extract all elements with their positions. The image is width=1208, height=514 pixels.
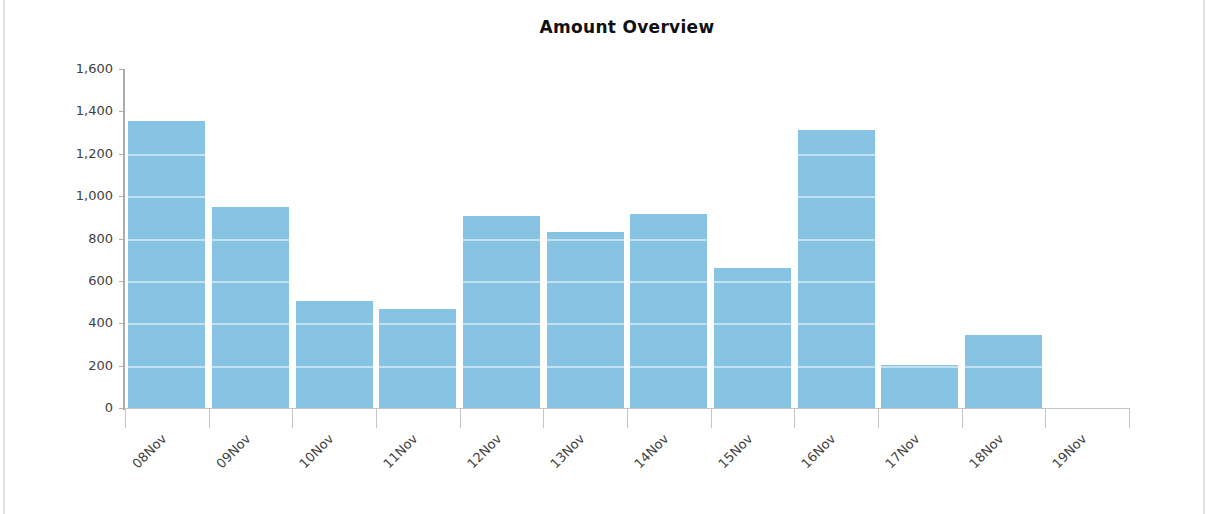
- bar-14Nov[interactable]: [630, 214, 707, 408]
- x-axis-label-18Nov: 18Nov: [966, 431, 1006, 471]
- gridline-1200: [125, 154, 1129, 156]
- x-axis-tick-6: [627, 408, 628, 428]
- x-axis-tick-5: [543, 408, 544, 428]
- page-right-border: [1203, 0, 1205, 514]
- x-axis-label-17Nov: 17Nov: [882, 431, 922, 471]
- x-axis-tick-10: [962, 408, 963, 428]
- y-axis-label-1400: 1,400: [0, 103, 113, 118]
- x-axis-label-14Nov: 14Nov: [631, 431, 671, 471]
- gridline-200: [125, 366, 1129, 368]
- x-axis-label-08Nov: 08Nov: [129, 431, 169, 471]
- bar-15Nov[interactable]: [714, 268, 791, 408]
- x-axis-label-12Nov: 12Nov: [464, 431, 504, 471]
- y-axis-label-800: 800: [0, 231, 113, 246]
- y-axis-label-1200: 1,200: [0, 146, 113, 161]
- bar-09Nov[interactable]: [212, 207, 289, 408]
- y-axis-label-1600: 1,600: [0, 61, 113, 76]
- y-axis-label-600: 600: [0, 273, 113, 288]
- x-axis-tick-8: [794, 408, 795, 428]
- bar-10Nov[interactable]: [296, 301, 373, 408]
- plot-area: [125, 69, 1129, 408]
- bar-17Nov[interactable]: [881, 365, 958, 408]
- y-axis-label-200: 200: [0, 358, 113, 373]
- bar-12Nov[interactable]: [463, 216, 540, 408]
- x-axis-tick-7: [711, 408, 712, 428]
- y-axis-label-1000: 1,000: [0, 188, 113, 203]
- x-axis-tick-4: [460, 408, 461, 428]
- chart-page: Amount Overview 0 200 400 600 800 1,000 1,200 1…: [0, 0, 1208, 514]
- x-axis-label-19Nov: 19Nov: [1050, 431, 1090, 471]
- x-axis-label-10Nov: 10Nov: [297, 431, 337, 471]
- bar-13Nov[interactable]: [547, 232, 624, 408]
- gridline-1400: [125, 111, 1129, 113]
- bar-18Nov[interactable]: [965, 335, 1042, 408]
- x-axis-tick-0: [125, 408, 126, 428]
- x-axis-tick-2: [292, 408, 293, 428]
- x-axis-label-09Nov: 09Nov: [213, 431, 253, 471]
- y-axis-label-400: 400: [0, 315, 113, 330]
- y-axis-label-0: 0: [0, 400, 113, 415]
- gridline-800: [125, 239, 1129, 241]
- x-axis-tick-1: [209, 408, 210, 428]
- x-axis-label-16Nov: 16Nov: [799, 431, 839, 471]
- gridline-1600: [125, 69, 1129, 71]
- chart-title: Amount Overview: [125, 17, 1129, 37]
- gridline-600: [125, 281, 1129, 283]
- gridline-1000: [125, 196, 1129, 198]
- x-axis-label-15Nov: 15Nov: [715, 431, 755, 471]
- x-axis-label-11Nov: 11Nov: [380, 431, 420, 471]
- x-axis-tick-3: [376, 408, 377, 428]
- page-left-border: [3, 0, 5, 514]
- x-axis-tick-12: [1129, 408, 1130, 428]
- gridline-400: [125, 323, 1129, 325]
- x-axis-label-13Nov: 13Nov: [548, 431, 588, 471]
- x-axis-tick-9: [878, 408, 879, 428]
- x-axis-tick-11: [1045, 408, 1046, 428]
